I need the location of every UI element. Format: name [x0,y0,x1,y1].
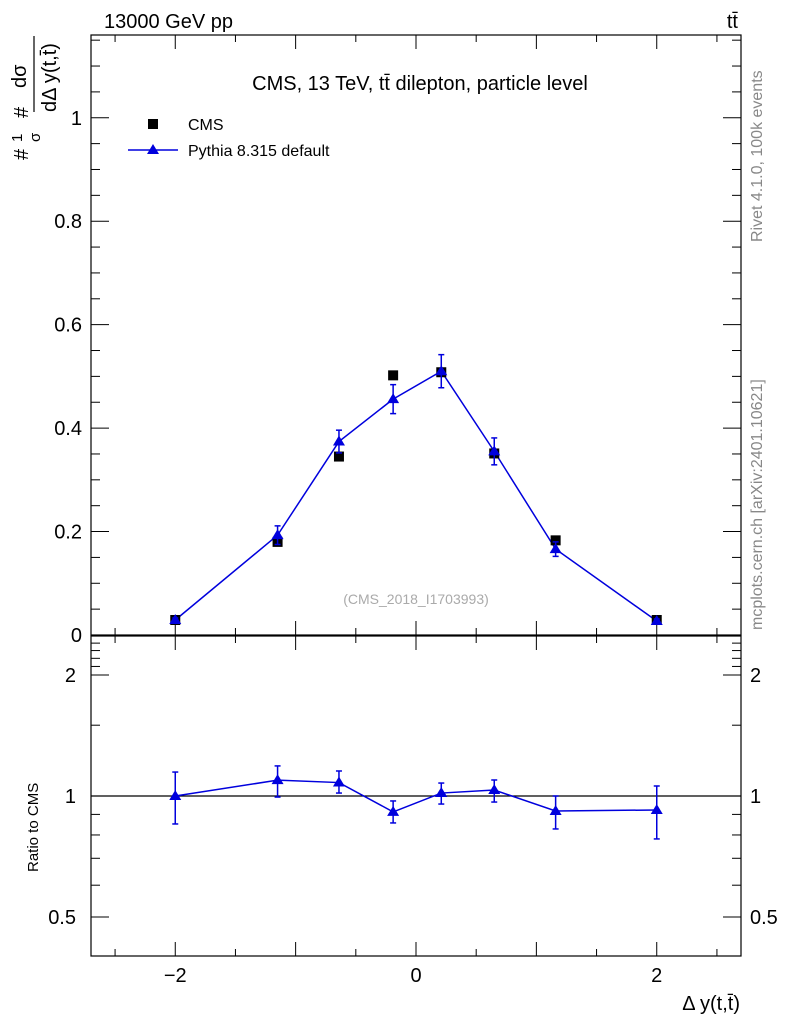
pythia-ratio-point [549,804,562,815]
y-axis-label: # 1 σ # dσ dΔ y(t,t̄) [9,36,61,160]
pythia-ratio-line [175,779,657,813]
side-label-bottom: mcplots.cern.ch [arXiv:2401.10621] [749,379,766,630]
ratio-y-tick-label: 1 [65,786,76,808]
x-tick-label: −2 [164,965,187,987]
legend-label-pythia: Pythia 8.315 default [188,143,330,160]
legend: CMS Pythia 8.315 default [128,117,330,160]
pythia-ratio-point [271,774,284,785]
y-tick-label: 0.6 [54,315,82,337]
pythia-point [549,543,562,554]
y-tick-label: 0.4 [54,418,82,440]
pythia-ratio-point [435,787,448,798]
x-axis-label: Δ y(t,t̄) [682,993,740,1015]
svg-text:dσ: dσ [9,64,31,88]
y-tick-label: 0.2 [54,522,82,544]
pythia-line [174,370,658,622]
pythia-point [169,614,182,624]
legend-marker-cms [148,119,158,129]
svg-text:1: 1 [9,134,26,142]
ratio-y-tick-label-right: 0.5 [750,907,778,929]
ratio-y-tick-label-right: 1 [750,786,761,808]
cms-point [388,370,399,381]
pythia-point [650,615,663,626]
svg-text:dΔ y(t,t̄): dΔ y(t,t̄) [39,43,61,112]
y-tick-label: 0 [71,625,82,647]
cms-point [550,535,561,546]
ratio-y-axis-label: Ratio to CMS [25,783,42,872]
x-tick-label: 0 [410,965,421,987]
legend-label-cms: CMS [188,117,224,134]
x-tick-label: 2 [651,965,662,987]
pythia-ratio-point [332,776,345,787]
pythia-ratio-point [650,803,663,814]
pythia-point [435,365,448,376]
pythia-point [332,435,345,446]
y-tick-label: 1 [71,108,82,130]
side-label-top: Rivet 4.1.0, 100k events [749,70,766,242]
pythia-point [488,445,501,456]
svg-text:#: # [11,148,33,160]
ratio-y-tick-label-right: 2 [750,665,761,687]
header-left: 13000 GeV pp [104,11,233,33]
chart-title: CMS, 13 TeV, tt̄ dilepton, particle leve… [252,73,588,95]
svg-text:#: # [11,106,33,118]
cms-point [333,451,344,462]
svg-text:σ: σ [27,132,44,142]
pythia-ratio-point [387,805,400,816]
pythia-ratio-point [488,783,501,794]
pythia-ratio-point [169,790,182,800]
pythia-point [387,393,400,404]
ratio-y-tick-label: 2 [65,665,76,687]
pythia-point [271,529,284,540]
header-right: tt̄ [727,11,739,33]
legend-marker-pythia [147,144,159,154]
watermark: (CMS_2018_I1703993) [343,591,489,607]
y-tick-label: 0.8 [54,211,82,233]
ratio-y-tick-label: 0.5 [48,907,76,929]
